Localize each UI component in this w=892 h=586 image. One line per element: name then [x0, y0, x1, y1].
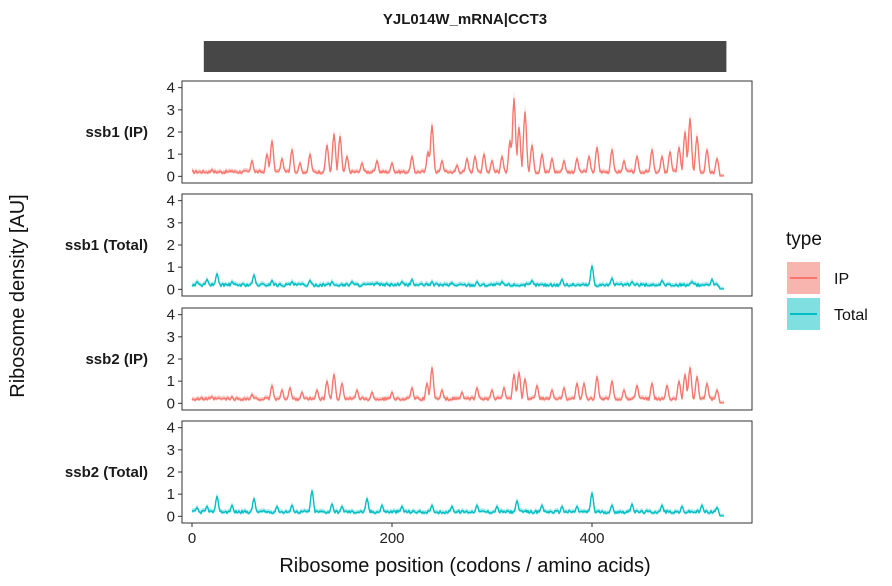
y-tick-label: 2 [167, 237, 175, 254]
panel-border [181, 307, 753, 411]
facet-label: ssb2 (Total) [65, 464, 148, 481]
x-tick-label: 400 [579, 530, 604, 547]
y-tick-label: 4 [167, 193, 175, 210]
confidence-ribbon [192, 486, 724, 517]
legend-title: type [786, 229, 822, 250]
legend-label: IP [834, 271, 849, 288]
y-tick-label: 3 [167, 102, 175, 119]
y-tick-label: 4 [167, 80, 175, 97]
y-tick-label: 3 [167, 442, 175, 459]
y-tick-label: 4 [167, 420, 175, 437]
facet-panel: ssb1 (Total) 0 1 2 3 4 [65, 193, 753, 298]
y-tick-label: 0 [167, 168, 175, 185]
y-tick-label: 1 [167, 146, 175, 163]
panel-border [181, 80, 753, 184]
y-tick-label: 0 [167, 281, 175, 298]
chart-title: YJL014W_mRNA|CCT3 [383, 11, 547, 28]
x-axis-title: Ribosome position (codons / amino acids) [279, 555, 650, 577]
facet-label: ssb1 (Total) [65, 237, 148, 254]
series-line [191, 490, 724, 517]
y-tick-label: 1 [167, 373, 175, 390]
facet-label: ssb2 (IP) [85, 351, 148, 368]
legend: type IP Total [786, 229, 868, 330]
series-line [191, 98, 724, 177]
y-tick-label: 4 [167, 307, 175, 324]
y-tick-label: 3 [167, 329, 175, 346]
facet-panel: ssb2 (Total) 0 1 2 3 4 [65, 420, 753, 525]
y-tick-label: 0 [167, 508, 175, 525]
facet-panel: ssb1 (IP) 0 1 2 3 4 [85, 80, 753, 185]
facet-label: ssb1 (IP) [85, 124, 148, 141]
x-axis: 0 200 400 [188, 523, 605, 547]
y-tick-label: 2 [167, 464, 175, 481]
y-tick-label: 2 [167, 351, 175, 368]
legend-item: IP [787, 262, 849, 294]
y-tick-label: 2 [167, 124, 175, 141]
panel-border [181, 420, 753, 524]
series-line [191, 265, 724, 290]
series-line [191, 367, 724, 404]
y-tick-label: 1 [167, 259, 175, 276]
legend-item: Total [787, 298, 868, 330]
gene-bar [203, 41, 727, 72]
y-axis-title: Ribosome density [AU] [7, 194, 29, 397]
x-tick-label: 200 [379, 530, 404, 547]
x-tick-label: 0 [188, 530, 196, 547]
facet-panel: ssb2 (IP) 0 1 2 3 4 [85, 307, 753, 412]
panel-border [181, 193, 753, 297]
y-tick-label: 3 [167, 215, 175, 232]
y-tick-label: 0 [167, 395, 175, 412]
legend-label: Total [834, 307, 868, 324]
y-tick-label: 1 [167, 486, 175, 503]
